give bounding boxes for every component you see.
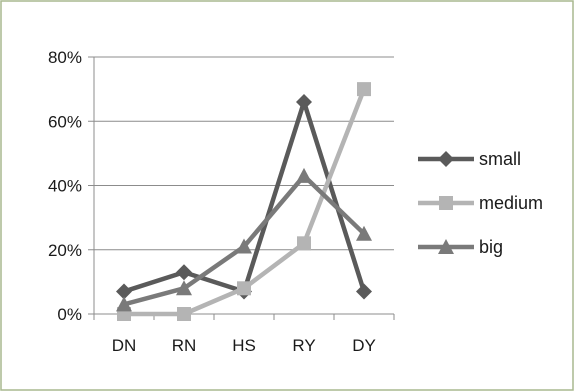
legend-item: medium [418,193,543,213]
series-medium [117,82,371,321]
legend-marker [438,239,454,254]
y-tick-label: 80% [48,48,82,67]
data-point [356,283,372,300]
legend-item: small [418,149,521,169]
data-point [237,281,251,296]
legend-item: big [418,237,503,257]
x-tick-label: DN [112,336,137,355]
y-tick-label: 40% [48,177,82,196]
series-big [116,167,372,312]
legend-marker [438,151,454,167]
data-point [357,82,371,97]
series [116,82,372,321]
data-point [356,225,372,241]
y-tick-label: 60% [48,112,82,131]
data-point [296,93,312,110]
data-point [297,236,311,251]
data-point [236,238,252,254]
data-point [176,264,192,281]
y-tick-label: 20% [48,241,82,260]
x-tick-labels: DN RN HS RY DY [112,336,376,355]
data-point [116,296,132,312]
legend-label: medium [479,193,543,213]
data-point [116,283,132,300]
data-point [296,167,312,183]
legend-label: small [479,149,521,169]
legend-label: big [479,237,503,257]
data-point [176,280,192,296]
y-tick-label: 0% [57,305,82,324]
y-tick-labels: 0% 20% 40% 60% 80% [48,48,82,324]
x-tick-label: DY [352,336,376,355]
legend: small medium big [418,149,543,257]
x-tick-label: RN [172,336,197,355]
x-tick-label: HS [232,336,256,355]
data-point [177,307,191,321]
x-tick-label: RY [292,336,315,355]
legend-marker [439,196,453,210]
